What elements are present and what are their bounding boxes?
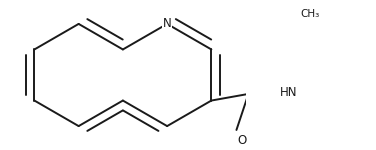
Text: HN: HN [280, 86, 297, 99]
Text: O: O [238, 134, 247, 147]
Text: N: N [163, 17, 171, 30]
Text: CH₃: CH₃ [301, 9, 320, 19]
